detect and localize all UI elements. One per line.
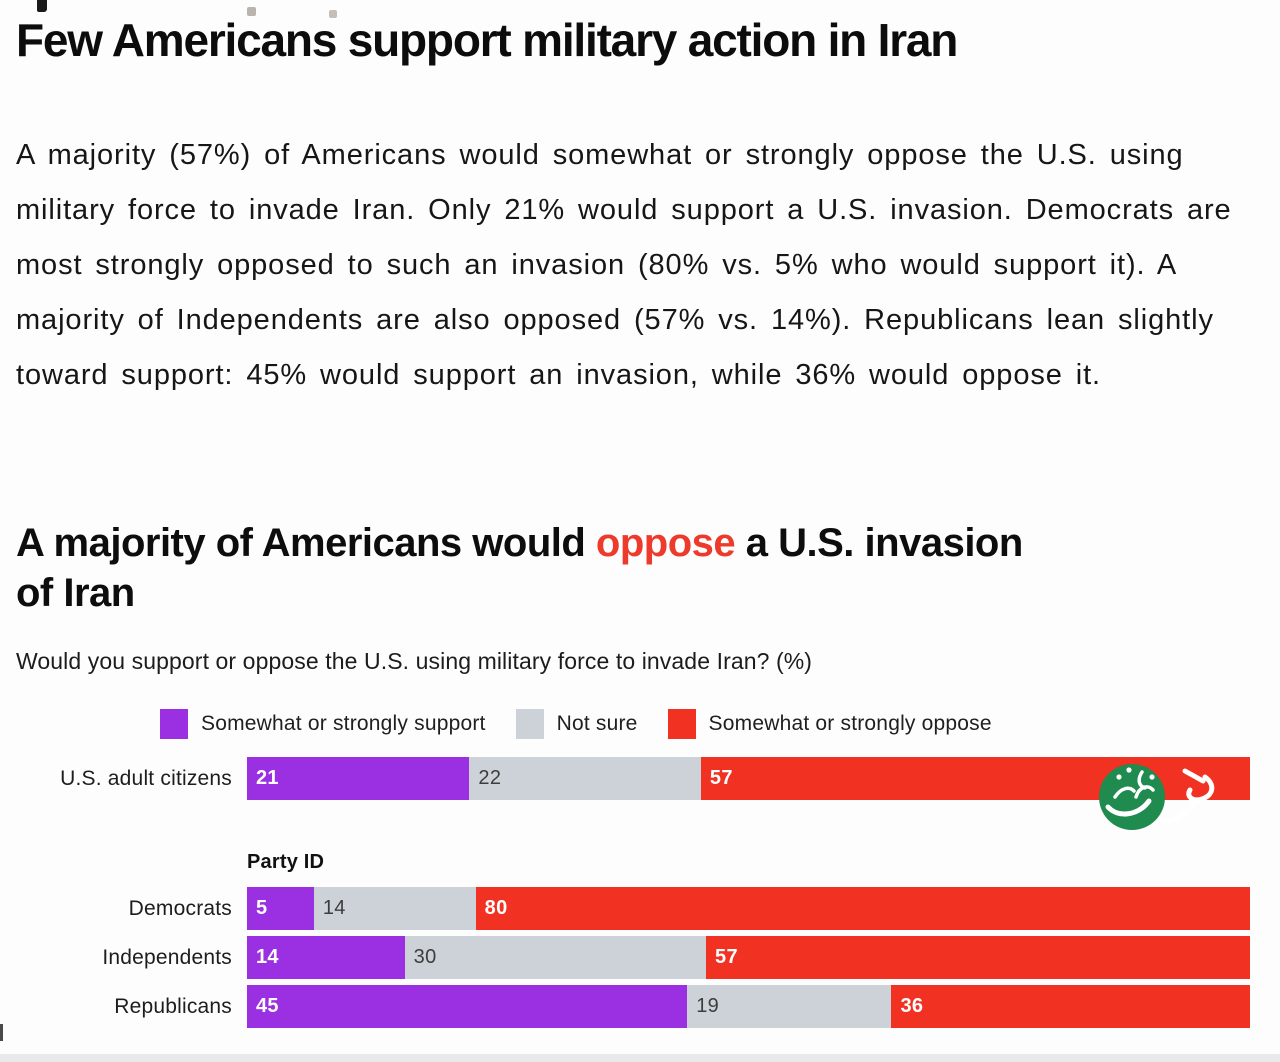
segment-value: 57 <box>709 767 733 789</box>
bar-segment-1: 30 <box>404 936 707 979</box>
row-label: Democrats <box>128 896 232 920</box>
bar-segment-0: 21 <box>247 757 470 800</box>
bar-track: 5 14 80 <box>247 887 1250 930</box>
watermark-dots <box>1116 767 1155 817</box>
chart-title-highlight: oppose <box>595 521 736 565</box>
legend-item: Not sure <box>515 709 638 739</box>
segment-value: 22 <box>478 767 502 789</box>
bar-segment-1: 19 <box>687 985 892 1028</box>
bar-segment-0: 45 <box>247 985 688 1028</box>
cropped-text-artifact <box>247 7 256 16</box>
bar-track: 14 30 57 <box>247 936 1250 979</box>
bar-segment-2: 57 <box>706 936 1250 979</box>
row-label: Independents <box>102 945 232 969</box>
khabarfouri-watermark-logo <box>1099 764 1215 830</box>
legend-label: Not sure <box>556 712 638 735</box>
bar-segment-0: 14 <box>247 936 405 979</box>
segment-value: 19 <box>696 995 720 1017</box>
bar-segment-1: 14 <box>313 887 476 930</box>
legend-swatch <box>667 709 696 739</box>
segment-value: 80 <box>484 897 508 919</box>
legend-swatch <box>515 709 544 739</box>
intro-paragraph: A majority (57%) of Americans would some… <box>16 139 1232 391</box>
watermark-calligraphy <box>1105 768 1215 824</box>
legend-item: Somewhat or strongly support <box>160 709 486 739</box>
legend-swatch <box>160 709 188 739</box>
segment-value: 30 <box>413 946 437 968</box>
chart-row-democrats: Democrats 5 14 80 <box>0 887 1280 930</box>
chart-title-line2: of Iran <box>16 571 135 615</box>
chart-title-text-after: a U.S. invasion <box>735 521 1024 565</box>
bar-segment-0: 5 <box>247 887 314 930</box>
bottom-edge-strip <box>0 1054 1280 1062</box>
segment-value: 36 <box>900 995 924 1017</box>
party-id-group-header: Party ID <box>247 851 325 873</box>
segment-value: 14 <box>322 897 346 919</box>
chart-title-text-before: A majority of Americans would <box>16 521 596 565</box>
bar-segment-1: 22 <box>469 757 701 800</box>
segment-value: 5 <box>256 897 268 919</box>
segment-value: 57 <box>715 946 738 968</box>
chart-title: A majority of Americans would oppose a U… <box>16 518 1231 618</box>
legend-label: Somewhat or strongly oppose <box>708 712 992 735</box>
legend-item: Somewhat or strongly oppose <box>667 709 992 739</box>
bar-segment-2: 80 <box>475 887 1250 930</box>
chart-legend: Somewhat or strongly support Not sure Some… <box>160 708 992 740</box>
watermark-circle <box>1099 764 1165 830</box>
legend-label: Somewhat or strongly support <box>201 712 486 735</box>
chart-row-independents: Independents 14 30 57 <box>0 936 1280 979</box>
chart-subtitle: Would you support or oppose the U.S. usi… <box>16 648 813 674</box>
chart-row-republicans: Republicans 45 19 36 <box>0 985 1280 1028</box>
segment-value: 14 <box>256 946 279 968</box>
chart-row-u-s-adult-citizens: U.S. adult citizens 21 22 57 <box>0 757 1280 800</box>
cropped-text-artifact <box>0 1024 3 1041</box>
cropped-text-artifact <box>37 0 47 12</box>
row-label: Republicans <box>114 994 232 1018</box>
bar-track: 45 19 36 <box>247 985 1250 1028</box>
segment-value: 21 <box>256 767 279 789</box>
row-label: U.S. adult citizens <box>60 766 232 790</box>
page-headline: Few Americans support military action in… <box>16 14 958 66</box>
segment-value: 45 <box>256 995 279 1017</box>
cropped-text-artifact <box>329 10 337 18</box>
bar-segment-2: 36 <box>891 985 1250 1028</box>
